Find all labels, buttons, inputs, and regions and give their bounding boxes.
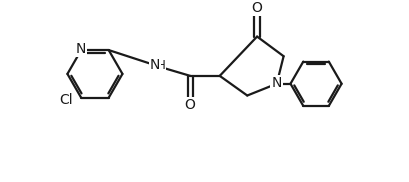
Text: Cl: Cl [60, 93, 73, 107]
Text: N: N [149, 58, 160, 72]
Text: O: O [251, 1, 262, 15]
Text: N: N [271, 76, 281, 90]
Text: O: O [183, 98, 194, 112]
Text: H: H [156, 59, 165, 72]
Text: N: N [76, 42, 86, 56]
